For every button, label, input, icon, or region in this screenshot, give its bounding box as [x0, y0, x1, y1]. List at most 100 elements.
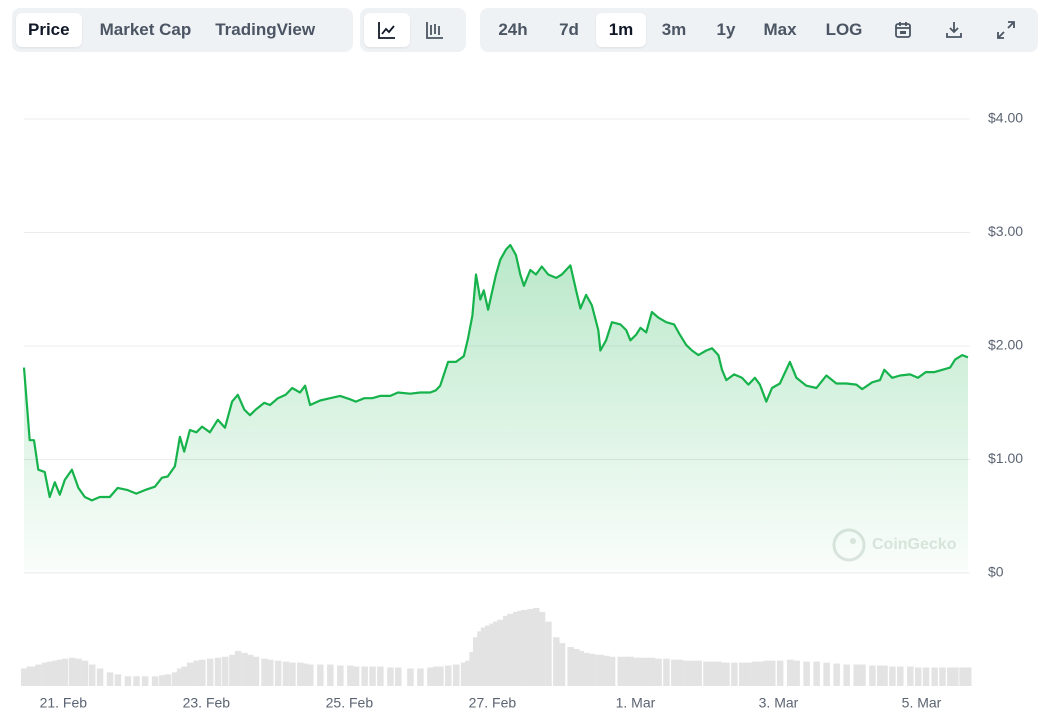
volume-bar — [193, 660, 200, 686]
tab[interactable]: 24h — [498, 20, 528, 39]
candle-chart-button[interactable] — [410, 13, 460, 47]
volume-bar — [472, 637, 480, 686]
volume-bar — [141, 676, 149, 686]
download-button[interactable] — [928, 13, 980, 47]
watermark-text: CoinGecko — [872, 536, 957, 553]
volume-bar — [452, 664, 460, 686]
volume-bar — [81, 660, 89, 686]
volume-bar — [267, 659, 274, 686]
volume-bar — [477, 631, 484, 686]
volume-bar — [756, 661, 764, 686]
tab[interactable]: 3m — [661, 20, 687, 39]
volume-bar — [793, 660, 800, 686]
volume-bar — [520, 609, 528, 686]
volume-bar — [361, 666, 368, 686]
y-tick-label: $2.00 — [988, 337, 1023, 353]
volume-bar — [739, 662, 746, 686]
volume-bar — [317, 664, 324, 686]
volume-bar — [465, 660, 472, 686]
calendar-icon — [895, 22, 911, 38]
fullscreen-button[interactable] — [980, 13, 1032, 47]
volume-bar — [538, 611, 546, 686]
volume-bar — [377, 666, 384, 686]
volume-bar — [88, 664, 96, 686]
volume-bar — [124, 676, 132, 686]
volume-bar — [877, 665, 884, 686]
volume-bar — [558, 643, 566, 686]
tab[interactable]: 1y — [716, 20, 736, 39]
volume-bar — [715, 661, 722, 686]
candle-icon — [426, 22, 443, 39]
volume-bar — [907, 666, 914, 686]
volume-bar — [56, 659, 64, 686]
y-tick-label: $4.00 — [988, 110, 1023, 126]
price-line — [22, 243, 969, 502]
tab[interactable]: Price — [16, 13, 82, 47]
volume-bar — [931, 667, 938, 686]
range-tabs: 24h 7d 1m 3m 1y Max LOG — [480, 8, 1038, 52]
expand-icon — [997, 21, 1015, 39]
volume-bar — [96, 668, 104, 686]
volume-bar — [432, 666, 440, 686]
volume-bar — [922, 667, 930, 686]
x-tick-label: 21. Feb — [40, 695, 88, 711]
tab[interactable]: TradingView — [215, 20, 316, 39]
volume-bar — [648, 657, 656, 686]
tab[interactable]: 1m — [596, 13, 646, 47]
tab[interactable]: LOG — [825, 20, 863, 39]
volume-bar — [31, 666, 38, 686]
x-tick-label: 1. Mar — [616, 695, 656, 711]
area-fill — [24, 245, 968, 573]
volume-bar — [26, 666, 34, 686]
volume-bar — [513, 611, 520, 686]
volume-bar — [164, 674, 172, 686]
volume-bar — [307, 664, 314, 686]
volume-bar — [583, 652, 590, 686]
volume-bar — [61, 658, 69, 686]
volume-bar — [460, 662, 468, 686]
volume-bar — [469, 651, 476, 686]
volume-bar — [708, 661, 716, 686]
volume-bar — [517, 610, 524, 686]
volume-bar — [914, 667, 922, 686]
volume-bar — [723, 662, 730, 686]
volume-bar — [417, 668, 424, 686]
volume-bar — [527, 608, 534, 686]
line-chart-button[interactable] — [364, 13, 410, 47]
volume-bar — [859, 664, 866, 686]
volume-bar — [703, 661, 710, 686]
volume-bar — [159, 675, 166, 686]
y-tick-label: $0 — [988, 564, 1004, 580]
volume-bar — [803, 661, 810, 686]
volume-bar — [965, 667, 972, 686]
volume-bar — [221, 656, 229, 686]
volume-bar — [567, 647, 574, 686]
volume-bar — [786, 659, 794, 686]
volume-bar — [663, 658, 670, 686]
volume-bar — [763, 660, 770, 686]
tab[interactable]: 7d — [559, 20, 579, 39]
volume-bar — [75, 658, 82, 686]
volume-bar — [843, 664, 850, 686]
tab[interactable]: Max — [763, 20, 797, 39]
view-tabs: Price Market Cap TradingView — [12, 8, 353, 52]
volume-bar — [234, 650, 242, 686]
volume-bar — [623, 656, 630, 686]
volume-bar — [427, 667, 434, 686]
tab[interactable]: Market Cap — [99, 20, 192, 39]
volume-bar — [395, 667, 402, 686]
volume-bar — [507, 613, 514, 686]
x-tick-label: 23. Feb — [183, 695, 231, 711]
volume-bar — [407, 668, 414, 686]
volume-bar — [347, 665, 354, 686]
volume-bar — [676, 659, 684, 686]
calendar-button[interactable] — [878, 13, 928, 47]
volume-bar — [545, 621, 552, 686]
volume-bar — [595, 654, 602, 686]
volume-bar — [833, 663, 840, 686]
x-tick-label: 3. Mar — [759, 695, 799, 711]
volume-bar — [627, 656, 634, 686]
volume-bar — [489, 623, 496, 686]
volume-bar — [46, 661, 54, 686]
